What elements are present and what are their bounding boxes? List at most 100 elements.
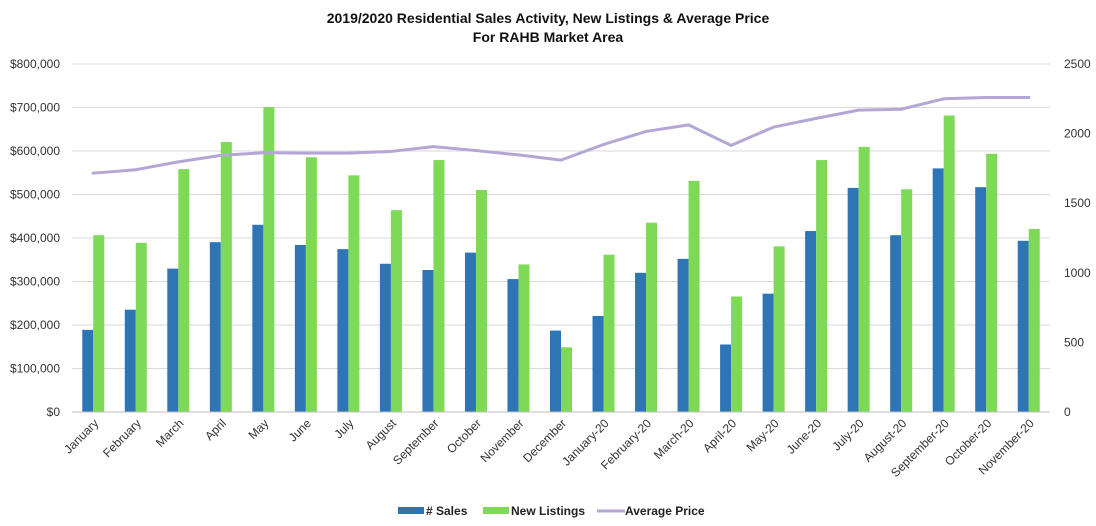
bar-sales <box>337 249 349 412</box>
x-tick-label: September <box>390 416 441 467</box>
point-average-price <box>772 125 776 129</box>
bar-sales <box>720 344 732 412</box>
point-average-price <box>857 108 861 112</box>
x-tick-label: July <box>332 416 357 441</box>
bar-sales <box>762 293 774 412</box>
bar-new-listings <box>731 296 743 412</box>
chart-title-line1: 2019/2020 Residential Sales Activity, Ne… <box>326 10 770 26</box>
bar-sales <box>209 242 221 412</box>
line-average-price <box>91 95 1031 175</box>
chart-title: 2019/2020 Residential Sales Activity, Ne… <box>0 9 1096 47</box>
bar-new-listings <box>646 222 658 412</box>
y-right-tick-label: 2500 <box>1064 57 1091 71</box>
bar-new-listings <box>1028 228 1040 412</box>
point-average-price <box>644 129 648 133</box>
y-left-tick-label: $0 <box>47 405 61 419</box>
bar-sales <box>167 268 179 412</box>
bar-new-listings <box>561 347 572 412</box>
point-average-price <box>687 123 691 127</box>
bar-sales <box>124 309 136 412</box>
bar-new-listings <box>348 175 360 412</box>
y-left-tick-label: $700,000 <box>10 101 60 115</box>
chart-title-line2: For RAHB Market Area <box>472 29 624 45</box>
x-tick-label: March-20 <box>651 416 697 462</box>
bar-sales <box>677 258 689 412</box>
bar-new-listings <box>986 153 998 412</box>
point-average-price <box>984 95 988 99</box>
bar-sales <box>592 315 604 412</box>
bar-new-listings <box>773 246 785 412</box>
bar-sales <box>805 231 817 412</box>
point-average-price <box>559 158 563 162</box>
bar-new-listings <box>263 107 275 412</box>
y-left-tick-label: $200,000 <box>10 318 60 332</box>
x-tick-label: February <box>100 416 144 460</box>
y-left-tick-label: $300,000 <box>10 275 60 289</box>
y-left-tick-label: $100,000 <box>10 362 60 376</box>
bar-sales <box>1017 240 1029 412</box>
bar-new-listings <box>390 210 402 412</box>
bar-sales <box>422 270 434 412</box>
bar-new-listings <box>858 146 870 412</box>
bar-sales <box>252 224 264 412</box>
bar-new-listings <box>901 189 913 412</box>
point-average-price <box>1027 95 1031 99</box>
x-tick-label: May <box>246 416 272 442</box>
y-left-tick-label: $600,000 <box>10 144 60 158</box>
point-average-price <box>814 116 818 120</box>
bar-new-listings <box>603 254 615 412</box>
y-left-tick-label: $500,000 <box>10 188 60 202</box>
point-average-price <box>899 107 903 111</box>
x-tick-label: April <box>202 416 229 443</box>
bar-sales <box>847 187 859 412</box>
legend-label: New Listings <box>511 504 585 518</box>
x-tick-label: June <box>286 416 315 445</box>
point-average-price <box>134 168 138 172</box>
x-tick-label: November <box>478 416 527 465</box>
legend-swatch <box>483 507 509 514</box>
bar-sales <box>507 279 519 412</box>
point-average-price <box>219 153 223 157</box>
bar-sales <box>464 252 476 412</box>
point-average-price <box>602 142 606 146</box>
bar-new-listings <box>475 189 487 412</box>
x-tick-label: January <box>61 416 101 456</box>
bar-new-listings <box>178 169 190 412</box>
legend-label: # Sales <box>426 504 468 518</box>
bar-new-listings <box>433 160 445 412</box>
y-right-tick-label: 500 <box>1064 335 1084 349</box>
point-average-price <box>389 149 393 153</box>
point-average-price <box>176 160 180 164</box>
bar-sales <box>550 330 561 412</box>
point-average-price <box>729 143 733 147</box>
point-average-price <box>942 97 946 101</box>
bar-sales <box>379 263 391 412</box>
x-tick-label: August <box>363 416 400 453</box>
y-right-tick-label: 1000 <box>1064 266 1091 280</box>
point-average-price <box>346 151 350 155</box>
bar-sales <box>975 187 987 412</box>
x-tick-label: April-20 <box>700 416 739 455</box>
point-average-price <box>91 171 95 175</box>
y-right-tick-label: 1500 <box>1064 196 1091 210</box>
y-right-tick-label: 0 <box>1064 405 1071 419</box>
bar-sales <box>890 235 902 412</box>
bar-new-listings <box>135 242 147 412</box>
x-tick-label: June-20 <box>784 416 825 457</box>
bar-new-listings <box>816 160 828 412</box>
point-average-price <box>431 145 435 149</box>
bar-new-listings <box>688 180 700 412</box>
bar-sales <box>82 329 94 412</box>
y-left-tick-label: $400,000 <box>10 231 60 245</box>
legend-swatch <box>398 507 424 514</box>
bar-sales <box>932 168 944 412</box>
bar-new-listings <box>220 141 232 412</box>
point-average-price <box>474 149 478 153</box>
x-tick-label: October <box>444 416 484 456</box>
x-tick-label: March <box>153 416 186 449</box>
bar-new-listings <box>943 115 955 412</box>
point-average-price <box>516 153 520 157</box>
point-average-price <box>261 151 265 155</box>
bar-sales <box>635 272 647 412</box>
